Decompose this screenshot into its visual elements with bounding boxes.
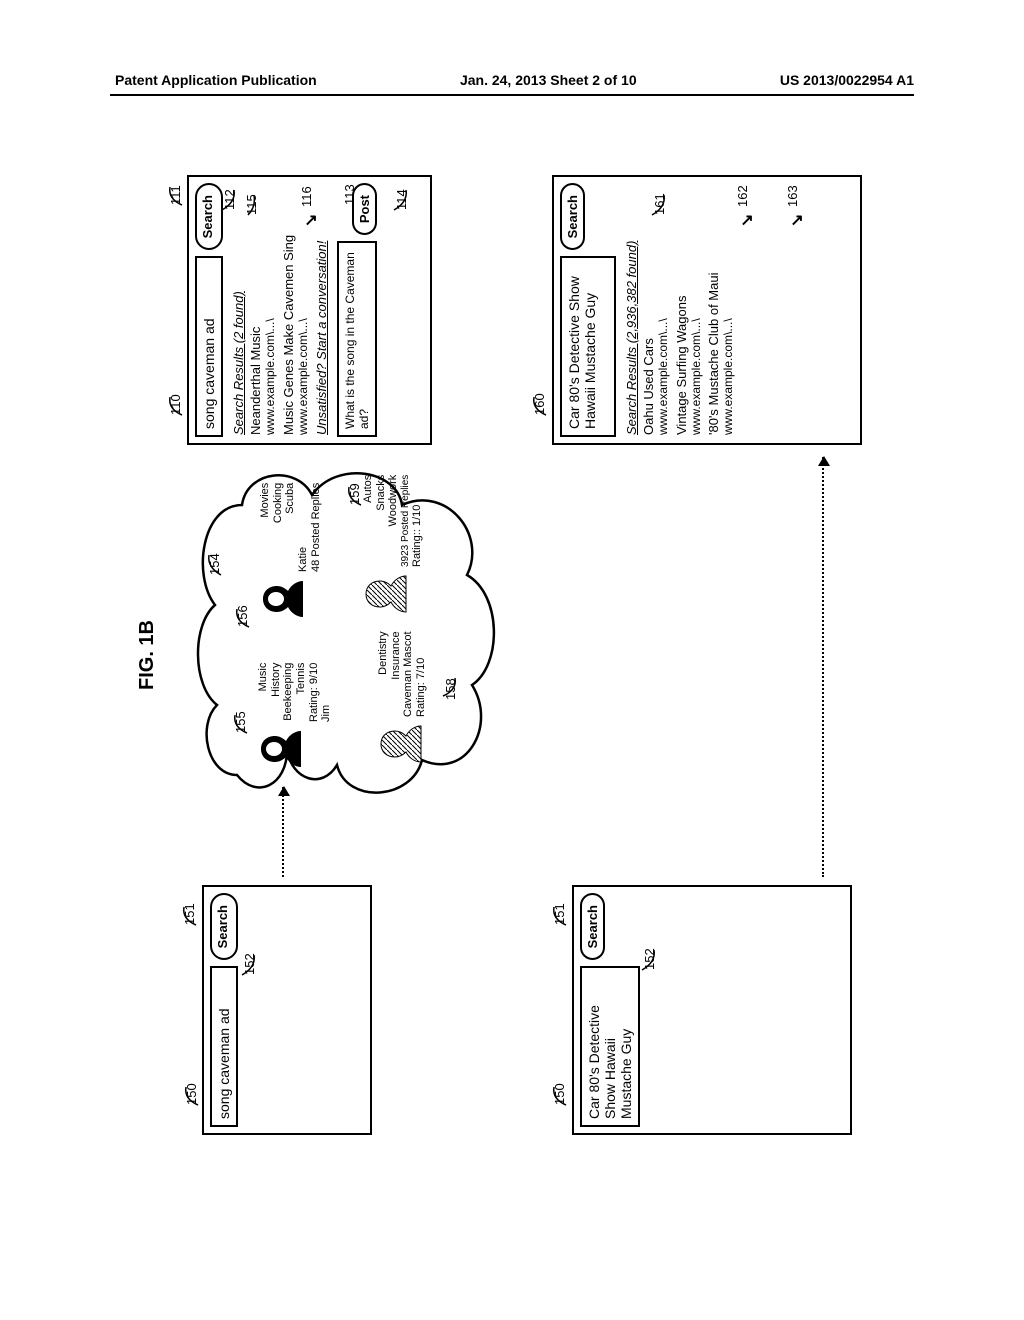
cloud-member-mascot: Dentistry Insurance Caveman Mascot Ratin… — [377, 631, 428, 765]
ref-111: 111 — [168, 185, 183, 205]
ref-160: 160 — [532, 393, 547, 415]
ref-159: 159 — [347, 483, 362, 505]
ref-112: 112 — [222, 189, 237, 210]
figure-label: FIG. 1B — [136, 165, 159, 1145]
flow-arrow-bottom — [822, 457, 824, 877]
search-button-tl[interactable]: Search — [210, 893, 238, 960]
ref-151-top: 151 — [182, 903, 197, 925]
ref-113: 113 — [342, 184, 357, 205]
results-bottom: Search Results (2,936,382 found) Oahu Us… — [622, 177, 746, 443]
search-button-bl[interactable]: Search — [580, 893, 605, 960]
lead-arrow-icon: ↘ — [790, 214, 806, 227]
ref-152-top: 152 — [242, 953, 257, 975]
panel-bottom-left: Car 80's Detective Show Hawaii Mustache … — [572, 885, 852, 1135]
ref-156: 156 — [235, 605, 250, 627]
ref-152-bot: 152 — [642, 948, 657, 970]
search-input-tr[interactable]: song caveman ad — [195, 256, 223, 437]
result-item[interactable]: Vintage Surfing Wagons www.example.com\.… — [675, 185, 704, 435]
cloud-member-anon: Autos Snacks Woodwork 3923 Posted Replie… — [362, 475, 424, 615]
result-item[interactable]: Oahu Used Cars www.example.com\...\ — [642, 185, 671, 435]
cloud-member-jim: Music History Beekeeping Tennis Rating: … — [257, 663, 333, 770]
post-textarea[interactable]: What is the song in the Caveman ad? — [337, 241, 377, 437]
ref-162: 162 — [735, 185, 750, 207]
ref-150-top: 150 — [184, 1083, 199, 1105]
header-left: Patent Application Publication — [115, 72, 317, 88]
ref-115: 115 — [244, 194, 259, 215]
ref-158: 158 — [443, 678, 458, 700]
result-item[interactable]: Neanderthal Music www.example.com\...\ — [249, 185, 278, 435]
lead-arrow-icon: ↘ — [304, 214, 320, 227]
avatar-hatched-icon — [377, 723, 425, 765]
header-center: Jan. 24, 2013 Sheet 2 of 10 — [460, 72, 637, 88]
ref-110: 110 — [168, 394, 183, 415]
member-text: Dentistry Insurance Caveman Mascot Ratin… — [377, 631, 428, 717]
search-button-tr[interactable]: Search — [195, 183, 223, 250]
panel-bottom-right: Car 80's Detective Show Hawaii Mustache … — [552, 175, 862, 445]
cloud-community: 154 Music History Beekeeping Tennis Rati… — [187, 465, 507, 805]
page-header: Patent Application Publication Jan. 24, … — [0, 72, 1024, 88]
search-input-br[interactable]: Car 80's Detective Show Hawaii Mustache … — [560, 256, 616, 437]
lead-arrow-icon: ↘ — [740, 214, 756, 227]
search-button-br[interactable]: Search — [560, 183, 585, 250]
avatar-icon — [257, 728, 305, 770]
ref-155: 155 — [233, 711, 248, 733]
figure-rotated: FIG. 1B song caveman ad Search 150 151 1… — [132, 165, 892, 1145]
ref-114: 114 — [394, 189, 409, 210]
result-item[interactable]: '80's Mustache Club of Maui www.example.… — [707, 185, 736, 435]
header-rule — [110, 94, 914, 96]
figure-frame: FIG. 1B song caveman ad Search 150 151 1… — [132, 165, 892, 1145]
ref-163: 163 — [785, 185, 800, 207]
cloud-outline-icon — [187, 465, 507, 805]
member-text: Movies Cooking Scuba Katie 48 Posted Rep… — [259, 483, 322, 572]
results-top: Search Results (2 found) Neanderthal Mus… — [229, 177, 337, 443]
avatar-icon — [259, 578, 307, 620]
ref-161: 161 — [652, 193, 667, 215]
panel-top-left: song caveman ad Search — [202, 885, 372, 1135]
avatar-hatched-icon — [362, 573, 410, 615]
results-header: Search Results (2,936,382 found) — [624, 185, 639, 435]
search-input-tl[interactable]: song caveman ad — [210, 966, 238, 1127]
ref-151-bot: 151 — [552, 903, 567, 925]
member-text: Autos Snacks Woodwork 3923 Posted Replie… — [362, 475, 424, 567]
ref-150-bot: 150 — [552, 1083, 567, 1105]
member-text: Music History Beekeeping Tennis Rating: … — [257, 663, 333, 722]
results-header: Search Results (2 found) — [231, 185, 246, 435]
cloud-member-katie: Movies Cooking Scuba Katie 48 Posted Rep… — [259, 483, 322, 620]
header-right: US 2013/0022954 A1 — [780, 72, 914, 88]
search-input-bl[interactable]: Car 80's Detective Show Hawaii Mustache … — [580, 966, 640, 1127]
ref-154: 154 — [207, 553, 222, 575]
ref-116: 116 — [299, 186, 314, 207]
